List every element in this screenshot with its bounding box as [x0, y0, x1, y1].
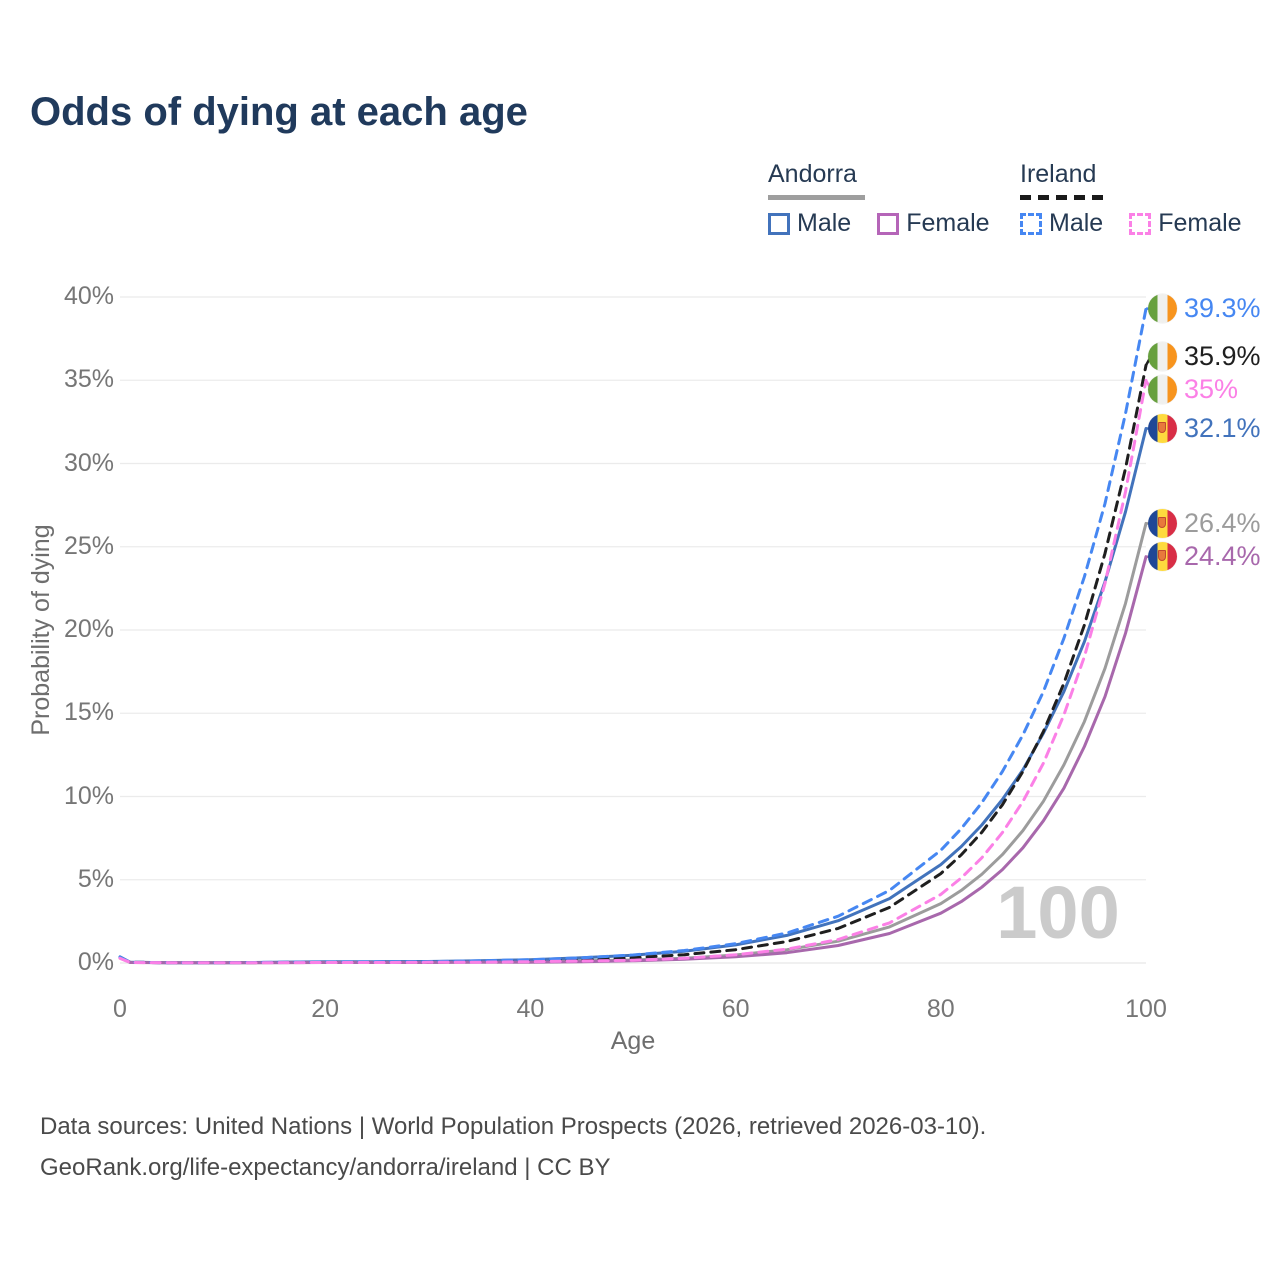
curve-andorra_male: [118, 427, 1148, 965]
legend-group-andorra: Andorra Male Female: [768, 160, 990, 238]
y-tick-label: 25%: [63, 531, 114, 560]
andorra-flag-icon: [1148, 508, 1177, 538]
legend-label: Female: [1158, 209, 1242, 237]
end-label-value: 32.1%: [1184, 413, 1261, 444]
solid-box-icon: [768, 212, 790, 235]
legend-item-andorra-male[interactable]: Male: [768, 209, 851, 238]
end-label-ireland-female: 35%: [1148, 374, 1238, 404]
x-tick-label: 0: [113, 995, 127, 1023]
y-tick-label: 20%: [63, 615, 114, 643]
y-tick-label: 10%: [63, 781, 114, 810]
y-tick-label: 5%: [77, 864, 114, 893]
x-tick-label: 100: [1125, 995, 1167, 1023]
ireland-flag-icon: [1148, 341, 1177, 371]
end-label-ireland-total: 35.9%: [1148, 341, 1261, 371]
andorra-flag-icon: [1148, 542, 1177, 572]
x-tick-label: 60: [721, 995, 750, 1023]
x-tick-label: 20: [311, 995, 340, 1023]
dashed-box-icon: [1020, 212, 1042, 235]
source-line-1: Data sources: United Nations | World Pop…: [40, 1113, 987, 1140]
watermark: 100: [996, 871, 1119, 954]
y-tick-label: 35%: [63, 365, 114, 394]
solid-line-sample-icon: [768, 195, 865, 200]
end-label-value: 35.9%: [1184, 340, 1261, 371]
andorra-flag-icon: [1148, 414, 1177, 444]
end-label-value: 24.4%: [1184, 541, 1261, 572]
x-tick-label: 40: [516, 995, 545, 1023]
y-tick-label: 40%: [63, 282, 114, 310]
legend-label: Male: [797, 209, 852, 237]
y-tick-label: 0%: [77, 948, 114, 976]
y-tick-label: 15%: [63, 698, 114, 727]
data-source-note: Data sources: United Nations | World Pop…: [40, 1106, 986, 1188]
legend-group-ireland: Ireland Male Female: [1020, 160, 1242, 238]
legend-label: Male: [1049, 209, 1104, 237]
curve-andorra_total: [118, 521, 1148, 965]
end-label-value: 26.4%: [1184, 507, 1261, 538]
curve-ireland_male: [118, 307, 1148, 965]
legend-item-ireland-male[interactable]: Male: [1020, 209, 1103, 238]
x-axis-title: Age: [610, 1027, 656, 1055]
legend-item-ireland-female[interactable]: Female: [1129, 209, 1242, 238]
page-title: Odds of dying at each age: [30, 90, 528, 134]
end-label-andorra-female: 24.4%: [1148, 541, 1261, 572]
solid-box-icon: [877, 212, 900, 235]
curve-ireland_total: [118, 363, 1148, 965]
legend-country-andorra: Andorra: [768, 160, 857, 188]
end-label-andorra-total: 26.4%: [1148, 508, 1261, 538]
end-label-value: 39.3%: [1184, 293, 1261, 324]
end-label-value: 35%: [1184, 373, 1239, 404]
source-line-2: GeoRank.org/life-expectancy/andorra/irel…: [40, 1154, 611, 1181]
y-tick-label: 30%: [63, 448, 114, 477]
legend-item-andorra-female[interactable]: Female: [877, 209, 990, 238]
curve-andorra_female: [118, 555, 1148, 965]
legend-label: Female: [906, 209, 990, 237]
dashed-box-icon: [1129, 212, 1152, 235]
legend-country-ireland: Ireland: [1020, 160, 1097, 188]
ireland-flag-icon: [1148, 374, 1177, 404]
end-label-andorra-male: 32.1%: [1148, 413, 1261, 444]
end-label-ireland-male: 39.3%: [1148, 293, 1261, 324]
x-tick-label: 80: [926, 995, 955, 1023]
curve-ireland_female: [118, 378, 1148, 965]
ireland-flag-icon: [1148, 294, 1177, 324]
dashed-line-sample-icon: [1020, 195, 1104, 200]
